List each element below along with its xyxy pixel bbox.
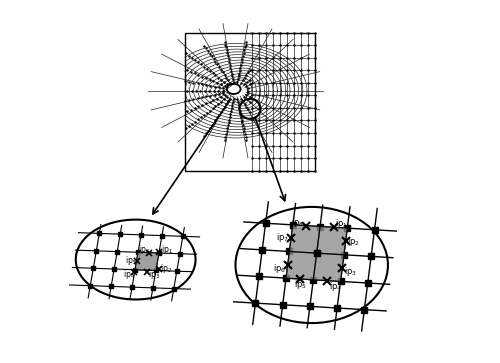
Text: ip$_6$: ip$_6$ xyxy=(138,243,150,256)
Text: ip$_8$: ip$_8$ xyxy=(291,216,304,229)
Text: ip$_1$: ip$_1$ xyxy=(336,217,348,230)
Text: ip$_2$: ip$_2$ xyxy=(348,234,360,248)
Ellipse shape xyxy=(236,207,388,323)
Text: ip$_1$: ip$_1$ xyxy=(161,242,172,256)
Text: ip$_5$: ip$_5$ xyxy=(125,254,137,268)
Text: ip$_6$: ip$_6$ xyxy=(272,262,285,274)
Text: ip$_5$: ip$_5$ xyxy=(294,278,307,291)
Bar xyxy=(184,33,316,171)
Text: ip$_4$: ip$_4$ xyxy=(328,280,342,293)
Polygon shape xyxy=(135,252,159,270)
Text: ip$_3$: ip$_3$ xyxy=(344,265,357,278)
Text: ip$_3$: ip$_3$ xyxy=(148,268,160,281)
Text: ip$_4$: ip$_4$ xyxy=(124,268,136,281)
Polygon shape xyxy=(286,225,348,281)
Ellipse shape xyxy=(76,220,196,299)
Text: ip$_7$: ip$_7$ xyxy=(276,231,289,244)
Text: ip$_2$: ip$_2$ xyxy=(160,262,172,276)
